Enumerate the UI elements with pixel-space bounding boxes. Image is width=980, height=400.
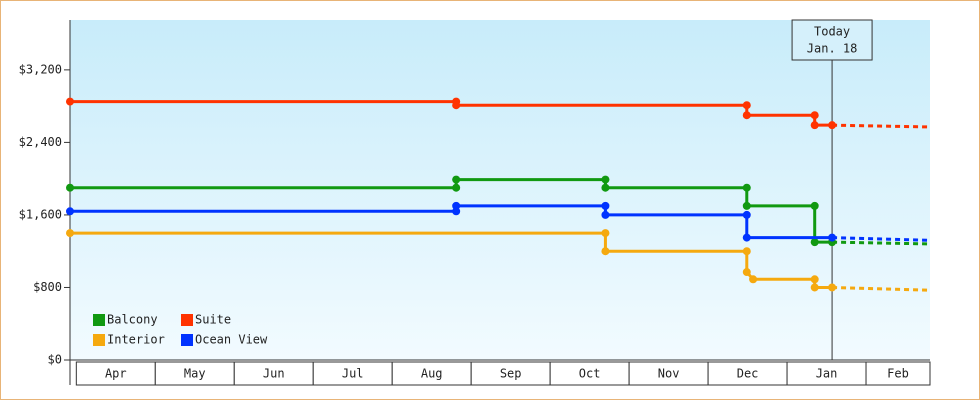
legend-swatch [181,334,193,346]
legend-label: Ocean View [195,333,268,347]
data-point [810,201,819,210]
y-tick-label: $1,600 [19,207,62,221]
x-tick-label: Feb [887,367,909,381]
data-point [601,183,610,192]
y-tick-label: $2,400 [19,135,62,149]
legend-label: Interior [107,333,165,347]
forecast-line [832,123,931,129]
x-tick-label: Jul [342,367,364,381]
data-point [742,247,751,256]
data-point [810,238,819,247]
legend-swatch [93,314,105,326]
data-point [742,233,751,242]
forecast-line [832,240,931,246]
forecast-line [832,236,931,242]
legend-swatch [93,334,105,346]
data-point [601,247,610,256]
data-point [828,233,837,242]
data-point [749,275,758,284]
data-point [601,175,610,184]
y-tick-label: $0 [48,353,62,367]
legend-label: Balcony [107,313,158,327]
data-point [742,210,751,219]
plot-area [70,20,930,360]
x-tick-label: May [184,367,206,381]
data-point [742,111,751,120]
x-tick-label: Nov [658,367,680,381]
series-line [70,178,833,244]
legend-swatch [181,314,193,326]
data-point [66,229,74,238]
data-point [66,183,74,192]
today-label: Today [814,25,850,39]
month-cell [865,361,931,386]
forecast-line [832,285,931,292]
today-label: Jan. 18 [807,42,858,56]
data-point [828,283,837,292]
data-point [601,229,610,238]
x-tick-label: Jan [816,367,838,381]
data-point [452,201,461,210]
data-point [66,97,74,106]
data-point [810,283,819,292]
x-tick-label: Aug [421,367,443,381]
today-box [791,19,873,61]
y-tick-label: $3,200 [19,62,62,76]
data-point [810,275,819,284]
data-point [601,210,610,219]
data-point [601,201,610,210]
data-point [452,101,461,110]
data-point [810,121,819,130]
x-tick-label: Apr [105,367,127,381]
data-point [742,101,751,110]
data-point [810,111,819,120]
x-tick-label: Sep [500,367,522,381]
data-point [742,268,751,277]
data-point [742,201,751,210]
data-point [828,121,837,130]
legend-label: Suite [195,313,231,327]
y-tick-label: $800 [33,280,62,294]
data-point [452,183,461,192]
data-point [66,207,74,216]
data-point [742,183,751,192]
data-point [452,175,461,184]
x-tick-label: Jun [263,367,285,381]
x-tick-label: Dec [737,367,759,381]
x-tick-label: Oct [579,367,601,381]
